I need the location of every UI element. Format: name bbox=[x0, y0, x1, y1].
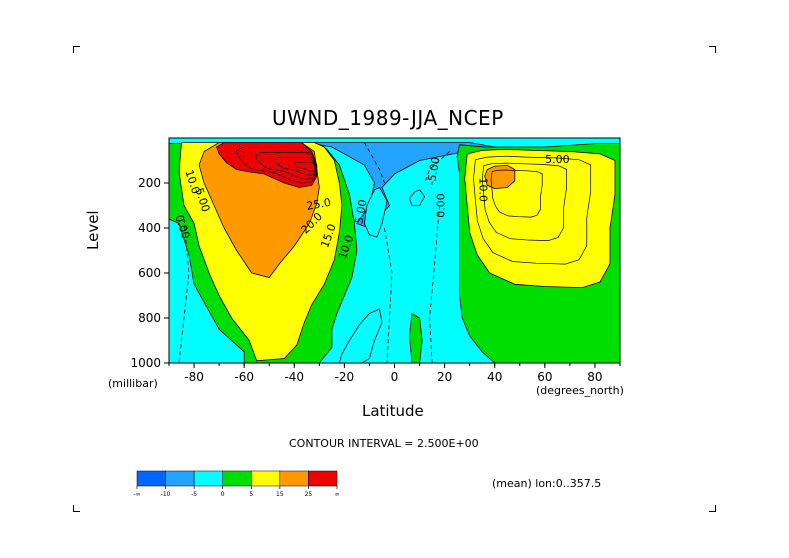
x-axis-label: Latitude bbox=[362, 402, 424, 420]
x-tick-label-3: -20 bbox=[335, 370, 355, 384]
x-tick-label-0: -80 bbox=[184, 370, 204, 384]
x-tick-label-6: 40 bbox=[487, 370, 502, 384]
legend-swatch-5 bbox=[279, 470, 309, 487]
y-axis-label: Level bbox=[84, 210, 102, 250]
legend-label-1: -10 bbox=[161, 491, 171, 498]
y-tick-label-0: 200 bbox=[138, 176, 161, 190]
contour-region-0 bbox=[306, 142, 495, 229]
contour-region-2 bbox=[409, 189, 426, 206]
contour-region-6 bbox=[409, 312, 423, 363]
y-tick-label-4: 1000 bbox=[130, 356, 161, 370]
x-tick-label-1: -60 bbox=[234, 370, 254, 384]
contour-interval-note: CONTOUR INTERVAL = 2.500E+00 bbox=[289, 437, 479, 450]
sh-jet-contour-line-1 bbox=[255, 152, 317, 180]
contour-region-3 bbox=[338, 308, 383, 363]
contour-label-3: 25.0 bbox=[306, 196, 332, 213]
contour-label-8: 0.00 bbox=[435, 193, 448, 218]
x-unit-label: (degrees_north) bbox=[536, 384, 624, 397]
legend-label-5: 15 bbox=[276, 491, 284, 498]
negative-contour-line-3 bbox=[364, 142, 385, 184]
y-tick-label-3: 800 bbox=[138, 311, 161, 325]
legend-swatch-2 bbox=[193, 470, 223, 487]
sh-jet-contour-line-3 bbox=[294, 161, 316, 172]
contour-label-7: 5.00 bbox=[352, 198, 369, 224]
chart-title: UWND_1989-JJA_NCEP bbox=[272, 106, 504, 130]
legend-label-6: 25 bbox=[305, 491, 313, 498]
nh-jet-contour-line-0 bbox=[473, 155, 592, 265]
contour-label-9: -5.00 bbox=[425, 156, 443, 186]
contour-region-1 bbox=[363, 186, 388, 238]
y-unit-label: (millibar) bbox=[108, 377, 158, 390]
y-tick-label-2: 600 bbox=[138, 266, 161, 280]
contour-region-11 bbox=[216, 142, 318, 188]
negative-contour-line-0 bbox=[178, 218, 190, 364]
crop-mark-bottom-left bbox=[73, 505, 80, 512]
negative-contour-line-4 bbox=[424, 151, 450, 184]
crop-mark-top-left bbox=[73, 46, 80, 53]
legend-label-7: ∞ bbox=[335, 491, 340, 498]
legend-label-4: 5 bbox=[249, 491, 253, 498]
contour-label-11: 5.00 bbox=[545, 153, 570, 166]
mean-lon-footnote: (mean) lon:0..357.5 bbox=[492, 477, 602, 490]
x-tick-label-4: 0 bbox=[391, 370, 399, 384]
crop-mark-top-right bbox=[709, 46, 716, 53]
sh-jet-contour-line-2 bbox=[274, 156, 316, 176]
contour-label-10: 10.0 bbox=[477, 178, 490, 203]
crop-mark-bottom-right bbox=[709, 505, 716, 512]
nh-jet-contour-line-1 bbox=[481, 162, 567, 241]
x-tick-label-2: -40 bbox=[284, 370, 304, 384]
legend-swatch-3 bbox=[222, 470, 252, 487]
y-tick-label-1: 400 bbox=[138, 221, 161, 235]
legend-swatch-4 bbox=[251, 470, 281, 487]
legend-swatch-6 bbox=[308, 470, 338, 487]
legend-label-0: -∞ bbox=[133, 491, 140, 498]
x-tick-label-5: 20 bbox=[437, 370, 452, 384]
x-tick-label-7: 60 bbox=[537, 370, 552, 384]
legend-label-3: 0 bbox=[221, 491, 225, 498]
legend-swatch-0 bbox=[136, 470, 166, 487]
negative-contour-line-2 bbox=[429, 205, 440, 364]
x-tick-label-8: 80 bbox=[587, 370, 602, 384]
sh-jet-contour-line-0 bbox=[235, 147, 317, 184]
nh-jet-contour-line-2 bbox=[490, 169, 543, 218]
negative-contour-line-1 bbox=[384, 227, 393, 364]
legend-label-2: -5 bbox=[191, 491, 197, 498]
legend-swatch-1 bbox=[165, 470, 195, 487]
